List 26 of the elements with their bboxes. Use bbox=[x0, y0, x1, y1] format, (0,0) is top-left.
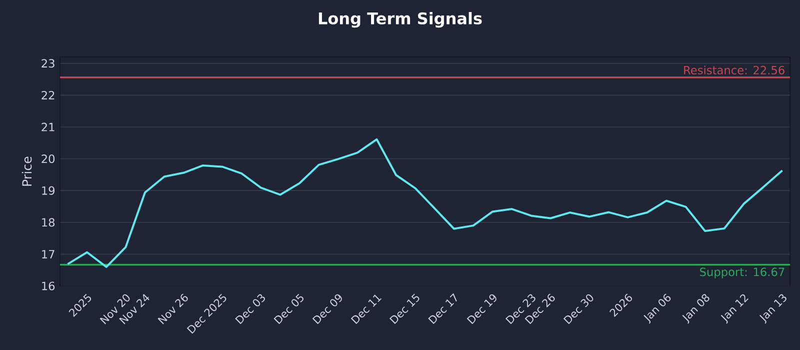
x-tick-label: Jan 06 bbox=[644, 294, 671, 324]
y-tick-label: 16 bbox=[42, 282, 55, 290]
y-tick-label: 23 bbox=[42, 59, 54, 68]
x-tick-label: Jan 12 bbox=[720, 294, 748, 324]
x-tick-label: Dec 17 bbox=[428, 293, 457, 324]
ref-line-label: Resistance: 22.56 bbox=[684, 66, 784, 74]
y-tick-label: 20 bbox=[42, 154, 55, 164]
y-tick-label: 21 bbox=[42, 122, 54, 132]
x-tick-label: Dec 09 bbox=[312, 294, 342, 324]
line-series bbox=[66, 138, 784, 268]
y-tick-label: 22 bbox=[42, 90, 54, 100]
y-axis-title: Price bbox=[22, 156, 32, 186]
x-tick-label: Dec 11 bbox=[350, 294, 382, 324]
y-tick-label: 18 bbox=[42, 218, 55, 227]
x-tick-label: Dec 15 bbox=[389, 294, 420, 324]
chart-title: Long Term Signals bbox=[318, 12, 482, 28]
x-tick-label: Nov 26 bbox=[158, 294, 188, 324]
x-tick-label: Dec 30 bbox=[563, 294, 594, 324]
y-tick-label: 19 bbox=[42, 186, 54, 195]
ref-line-label: Support: 16.67 bbox=[700, 268, 784, 278]
x-tick-label: Dec 03 bbox=[235, 294, 265, 324]
x-tick-label: Jan 13 bbox=[759, 294, 786, 324]
x-tick-label: Jan 08 bbox=[682, 294, 710, 324]
x-tick-label: Dec 05 bbox=[274, 294, 304, 324]
x-tick-label: Dec 19 bbox=[466, 294, 496, 324]
y-tick-label: 17 bbox=[42, 250, 54, 258]
